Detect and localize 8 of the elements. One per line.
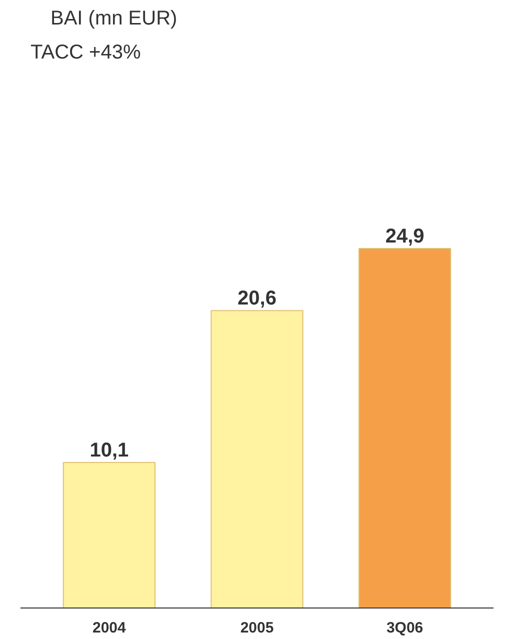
data-label: 10,1 [90, 439, 129, 462]
data-label: 24,9 [385, 226, 424, 248]
x-tick-label: 2005 [240, 620, 274, 636]
chart-title: BAI (mn EUR) [50, 8, 178, 30]
data-label: 20,6 [238, 288, 276, 310]
x-tick-label: 3Q06 [386, 620, 424, 636]
x-tick-label: 2004 [92, 620, 127, 636]
text: TACC +43% [30, 42, 141, 64]
